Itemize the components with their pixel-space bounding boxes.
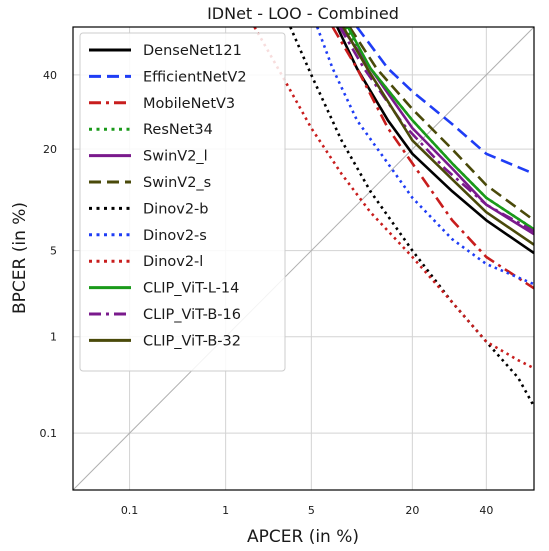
y-tick-label: 20 bbox=[43, 143, 57, 156]
series-lines bbox=[253, 27, 534, 408]
y-axis-label: BPCER (in %) bbox=[10, 202, 30, 314]
series-line-efficientnetv2 bbox=[355, 27, 534, 175]
x-axis-label: APCER (in %) bbox=[247, 527, 359, 547]
series-line-dinov2-s bbox=[315, 27, 534, 286]
legend: DenseNet121 EfficientNetV2 MobileNetV3 ResN… bbox=[79, 32, 286, 372]
y-tick-label: 0.1 bbox=[40, 427, 58, 440]
y-tick-label: 1 bbox=[50, 331, 57, 344]
series-line-densenet121 bbox=[336, 27, 534, 255]
x-tick-label: 20 bbox=[405, 504, 419, 517]
legend-label: CLIP_ViT-L-14 bbox=[143, 281, 239, 297]
legend-label: Dinov2-b bbox=[143, 201, 209, 217]
legend-box bbox=[79, 32, 286, 372]
x-tick-label: 40 bbox=[479, 504, 493, 517]
legend-label: Dinov2-s bbox=[143, 228, 207, 244]
legend-label: SwinV2_l bbox=[143, 149, 208, 165]
legend-label: Dinov2-l bbox=[143, 254, 203, 270]
legend-label: DenseNet121 bbox=[143, 43, 242, 59]
legend-label: CLIP_ViT-B-32 bbox=[143, 333, 241, 349]
series-line-clip-vit-b-32 bbox=[342, 27, 534, 246]
series-line-swinv2-s bbox=[348, 27, 534, 222]
legend-label: ResNet34 bbox=[143, 122, 213, 138]
series-line-clip-vit-l-14 bbox=[346, 27, 534, 231]
y-tick-label: 5 bbox=[50, 245, 57, 258]
legend-label: MobileNetV3 bbox=[143, 96, 235, 112]
legend-label: EfficientNetV2 bbox=[143, 69, 247, 85]
y-tick-label: 40 bbox=[43, 69, 57, 82]
diagonal-reference-line bbox=[72, 26, 535, 491]
legend-label: CLIP_ViT-B-16 bbox=[143, 307, 241, 323]
series-line-dinov2-l bbox=[253, 27, 534, 370]
series-line-dinov2-b bbox=[289, 27, 534, 408]
legend-label: SwinV2_s bbox=[143, 175, 211, 191]
tick-labels: 0.1 1 5 20 40 0.1 1 5 20 40 bbox=[40, 69, 494, 517]
x-tick-label: 0.1 bbox=[121, 504, 139, 517]
chart-title: IDNet - LOO - Combined bbox=[207, 4, 399, 23]
series-line-mobilenetv3 bbox=[331, 27, 534, 290]
plot-frame bbox=[72, 26, 535, 491]
x-tick-label: 1 bbox=[222, 504, 229, 517]
x-tick-label: 5 bbox=[308, 504, 315, 517]
